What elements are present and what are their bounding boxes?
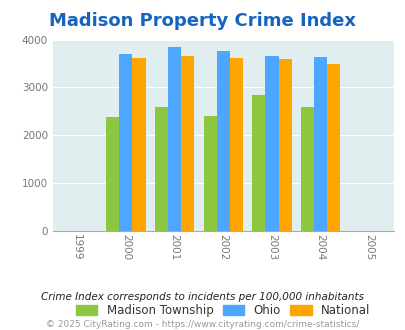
- Bar: [300, 107, 313, 231]
- Bar: [119, 54, 132, 231]
- Text: Crime Index corresponds to incidents per 100,000 inhabitants: Crime Index corresponds to incidents per…: [41, 292, 364, 302]
- Bar: [106, 117, 119, 231]
- Legend: Madison Township, Ohio, National: Madison Township, Ohio, National: [70, 298, 375, 323]
- Bar: [154, 107, 168, 231]
- Bar: [132, 58, 145, 231]
- Bar: [252, 95, 265, 231]
- Text: Madison Property Crime Index: Madison Property Crime Index: [49, 12, 356, 30]
- Bar: [278, 59, 291, 231]
- Bar: [265, 56, 278, 231]
- Bar: [181, 56, 194, 231]
- Bar: [313, 57, 326, 231]
- Bar: [326, 63, 340, 231]
- Bar: [168, 47, 181, 231]
- Text: © 2025 CityRating.com - https://www.cityrating.com/crime-statistics/: © 2025 CityRating.com - https://www.city…: [46, 320, 359, 329]
- Bar: [203, 116, 216, 231]
- Bar: [216, 51, 229, 231]
- Bar: [229, 58, 243, 231]
